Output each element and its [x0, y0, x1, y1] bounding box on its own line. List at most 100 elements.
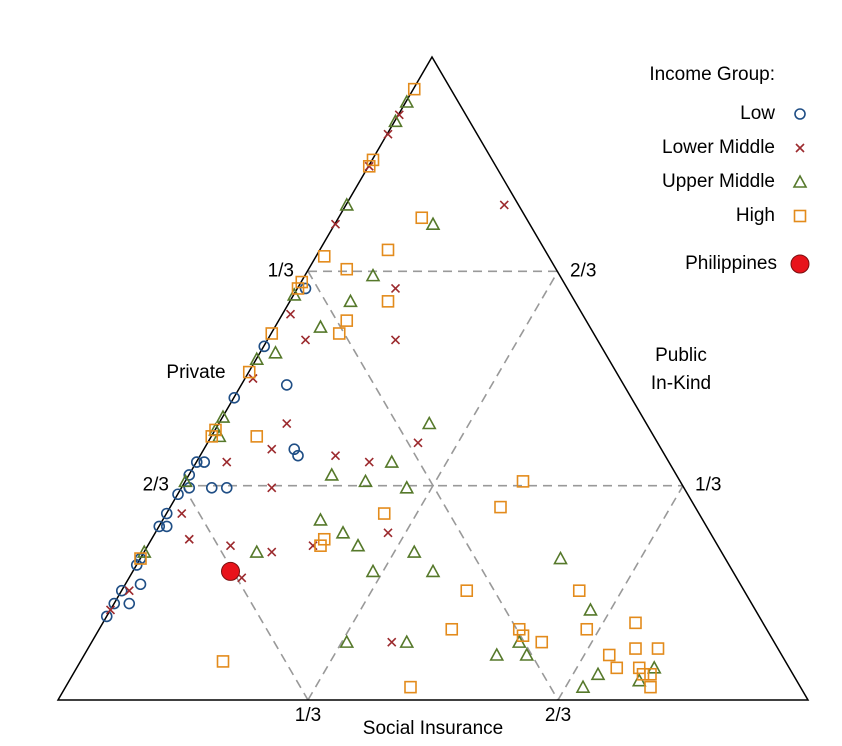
- point: [425, 563, 441, 578]
- private-tick-label: 1/3: [268, 260, 294, 281]
- point: [205, 482, 218, 494]
- point: [364, 457, 374, 467]
- point: [535, 635, 549, 649]
- point: [632, 661, 646, 675]
- point: [583, 602, 598, 616]
- point: [288, 443, 301, 456]
- point: [299, 282, 312, 295]
- point: [134, 552, 147, 565]
- social-insurance-tick-label: 1/3: [295, 705, 321, 726]
- point: [123, 597, 136, 610]
- point: [644, 667, 657, 681]
- point: [115, 584, 128, 597]
- point: [330, 219, 341, 229]
- point: [330, 451, 341, 461]
- marks: [100, 82, 665, 694]
- point: [651, 642, 665, 655]
- point: [136, 544, 152, 558]
- point: [339, 197, 355, 211]
- point: [365, 267, 381, 282]
- point: [198, 456, 211, 468]
- point: [383, 528, 393, 538]
- legend-symbol: [793, 209, 807, 223]
- point: [267, 547, 277, 557]
- triangle-frame: [56, 55, 810, 701]
- point: [407, 82, 421, 96]
- point: [221, 561, 240, 581]
- point: [519, 647, 535, 661]
- point: [553, 550, 568, 565]
- point: [499, 200, 509, 210]
- point: [602, 648, 616, 662]
- legend-label: Upper Middle: [662, 171, 775, 192]
- point: [268, 345, 283, 359]
- point: [292, 449, 304, 462]
- point: [242, 365, 256, 379]
- point: [387, 637, 397, 647]
- legend-label: High: [736, 205, 775, 226]
- point: [494, 500, 507, 514]
- point: [124, 586, 134, 596]
- point: [381, 295, 395, 308]
- point: [399, 480, 415, 494]
- point: [172, 488, 184, 501]
- point: [445, 622, 459, 636]
- point: [646, 660, 662, 674]
- grid: [182, 270, 684, 701]
- point: [215, 409, 231, 423]
- private-tick-label: 2/3: [143, 475, 169, 496]
- point: [390, 335, 401, 345]
- point: [384, 454, 400, 468]
- point: [314, 539, 327, 552]
- point: [365, 563, 381, 578]
- point: [366, 153, 380, 167]
- legend-symbol: [794, 108, 806, 120]
- point: [413, 438, 423, 448]
- point: [489, 647, 505, 661]
- point: [340, 262, 354, 276]
- point: [317, 532, 331, 546]
- point: [108, 597, 121, 610]
- point: [358, 473, 373, 488]
- point: [350, 538, 366, 552]
- grid-line: [307, 270, 559, 701]
- point: [295, 275, 309, 289]
- point: [636, 667, 650, 681]
- point: [399, 634, 415, 648]
- axis-title: In-Kind: [651, 373, 711, 394]
- point: [291, 282, 305, 295]
- point: [512, 622, 526, 636]
- point: [216, 655, 230, 668]
- point: [134, 578, 147, 591]
- point: [265, 327, 279, 340]
- point: [362, 160, 376, 173]
- axis-title: Public: [655, 345, 707, 366]
- point: [222, 457, 232, 467]
- legend-label: Low: [740, 103, 775, 124]
- point: [130, 559, 143, 571]
- point: [285, 309, 296, 319]
- point: [267, 483, 277, 493]
- point: [250, 430, 264, 443]
- point: [406, 544, 422, 558]
- point: [160, 507, 173, 520]
- point: [228, 391, 241, 404]
- point: [300, 335, 311, 345]
- point: [313, 319, 328, 333]
- point: [580, 622, 594, 636]
- point: [317, 250, 331, 263]
- public-in-kind-tick-label: 1/3: [695, 475, 721, 496]
- grid-line: [557, 485, 684, 701]
- point: [339, 634, 355, 648]
- social-insurance-tick-label: 2/3: [545, 705, 571, 726]
- point: [415, 211, 429, 225]
- point: [460, 584, 474, 597]
- legend-symbol: [795, 143, 805, 153]
- point: [280, 379, 293, 391]
- point: [249, 544, 265, 558]
- point: [516, 475, 530, 488]
- point: [324, 467, 340, 481]
- point: [313, 512, 328, 526]
